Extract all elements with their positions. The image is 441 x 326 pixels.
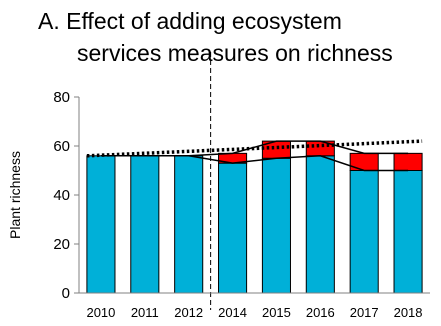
bar-baseline-2017 — [349, 170, 379, 294]
x-tick-label-2014: 2014 — [218, 305, 247, 320]
x-tick-label-2011: 2011 — [131, 305, 159, 320]
bar-baseline-2010 — [86, 155, 116, 294]
bar-baseline-2018 — [393, 170, 423, 294]
y-tick-label-40: 40 — [53, 187, 70, 204]
bar-baseline-2015 — [261, 157, 291, 294]
x-tick-label-2018: 2018 — [394, 305, 423, 320]
bar-baseline-2011 — [130, 155, 160, 294]
chart-title-line-2: services measures on richness — [77, 40, 393, 66]
y-tick-label-60: 60 — [53, 138, 70, 155]
bar-baseline-2014 — [218, 162, 248, 294]
bar-baseline-2012 — [174, 155, 204, 294]
trend-line — [86, 139, 423, 158]
y-tick-label-0: 0 — [62, 285, 70, 302]
x-tick-label-2010: 2010 — [86, 305, 115, 320]
bar-baseline-2016 — [305, 155, 335, 294]
chart-title-line-1: A. Effect of adding ecosystem — [38, 8, 342, 34]
x-tick-label-2016: 2016 — [306, 305, 335, 320]
x-tick-label-2012: 2012 — [174, 305, 203, 320]
bar-added-2018 — [393, 152, 423, 172]
y-tick-label-80: 80 — [53, 89, 70, 106]
x-tick-label-2015: 2015 — [262, 305, 291, 320]
total-line — [100, 140, 409, 157]
y-axis-label: Plant richness — [7, 151, 23, 239]
x-tick-label-2017: 2017 — [350, 305, 379, 320]
plot-area: 0 20 40 60 80 2010 2011 2012 2014 2015 2016 2017 201… — [53, 52, 430, 320]
y-tick-label-20: 20 — [53, 236, 70, 253]
